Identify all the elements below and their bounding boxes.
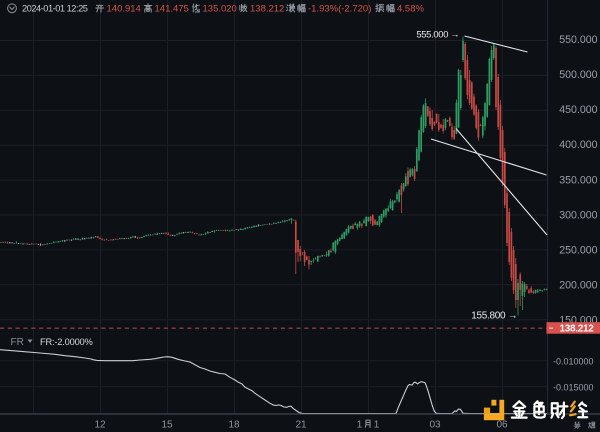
svg-text:1: 1 [357,420,363,431]
svg-text:500.000: 500.000 [559,69,597,81]
svg-text:400.000: 400.000 [559,139,597,151]
svg-text:18: 18 [228,420,240,431]
svg-text:300.000: 300.000 [559,209,597,221]
svg-text:155.800 →: 155.800 → [471,310,517,321]
svg-text:06: 06 [496,420,508,431]
svg-text:15: 15 [161,420,173,431]
svg-text:250.000: 250.000 [559,244,597,256]
svg-text:FR: FR [11,337,24,348]
svg-text:12: 12 [94,420,106,431]
svg-text:141.475: 141.475 [155,4,189,15]
svg-text:450.000: 450.000 [559,104,597,116]
svg-text:200.000: 200.000 [559,279,597,291]
svg-text:2024-01-01 12:25: 2024-01-01 12:25 [22,4,88,14]
svg-text:4.58%: 4.58% [397,4,424,15]
svg-text:550.000: 550.000 [559,34,597,46]
svg-text:-0.015000: -0.015000 [553,382,594,392]
svg-text:555.000 →: 555.000 → [416,28,459,39]
svg-text:-0.010000: -0.010000 [553,356,594,366]
svg-text:21: 21 [295,420,307,431]
svg-text:138.212: 138.212 [250,4,284,15]
svg-text:140.914: 140.914 [107,4,141,15]
svg-text:03: 03 [429,420,441,431]
svg-text:-1.93%(-2.720): -1.93%(-2.720) [308,4,371,15]
svg-text:138.212: 138.212 [559,324,594,335]
svg-text:350.000: 350.000 [559,174,597,186]
svg-text:135.020: 135.020 [203,4,237,15]
svg-text:FR:-2.0000%: FR:-2.0000% [40,337,93,347]
svg-text:1: 1 [374,420,380,431]
